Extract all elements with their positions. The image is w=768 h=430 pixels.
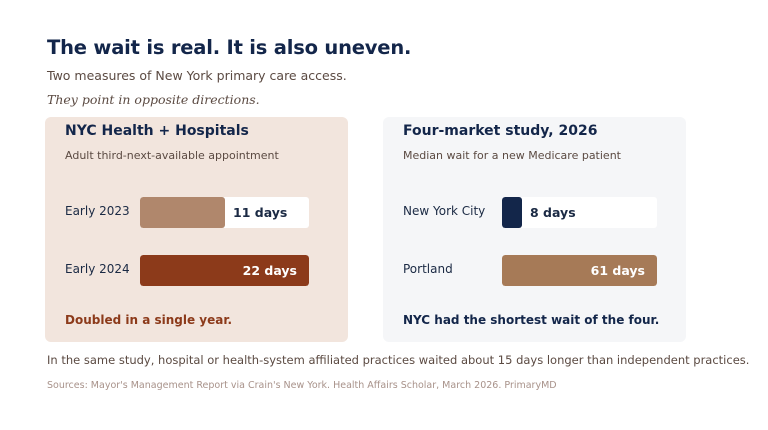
page-subtitle: Two measures of New York primary care ac… (47, 68, 347, 83)
row-label: Early 2024 (65, 262, 130, 276)
bar-track: 61 days (502, 255, 657, 286)
bar-fill (140, 255, 309, 286)
page-tagline: They point in opposite directions. (47, 92, 260, 107)
bar-value: 11 days (233, 205, 288, 220)
card-subtitle: Adult third-next-available appointment (65, 149, 279, 162)
card-subtitle: Median wait for a new Medicare patient (403, 149, 621, 162)
bar-value: 22 days (242, 263, 297, 278)
card-title: Four-market study, 2026 (403, 123, 598, 139)
card-note: Doubled in a single year. (65, 313, 233, 327)
bar-value: 61 days (590, 263, 645, 278)
row-label: New York City (403, 204, 486, 218)
bar-fill (502, 255, 657, 286)
bar-fill (502, 197, 522, 228)
bar-track: 8 days (502, 197, 657, 228)
row-label: Portland (403, 262, 453, 276)
card-nyc-health-hospitals: NYC Health + Hospitals Adult third-next-… (45, 117, 348, 342)
row-label: Early 2023 (65, 204, 130, 218)
bar-track: 22 days (140, 255, 309, 286)
bar-value: 8 days (530, 205, 576, 220)
bar-fill (140, 197, 225, 228)
bar-track: 11 days (140, 197, 309, 228)
card-four-market-study: Four-market study, 2026 Median wait for … (383, 117, 686, 342)
card-title: NYC Health + Hospitals (65, 123, 249, 139)
card-note: NYC had the shortest wait of the four. (403, 313, 660, 327)
page-title: The wait is real. It is also uneven. (47, 36, 412, 59)
footnote: In the same study, hospital or health-sy… (47, 353, 750, 367)
sources-line: Sources: Mayor's Management Report via C… (47, 380, 557, 391)
